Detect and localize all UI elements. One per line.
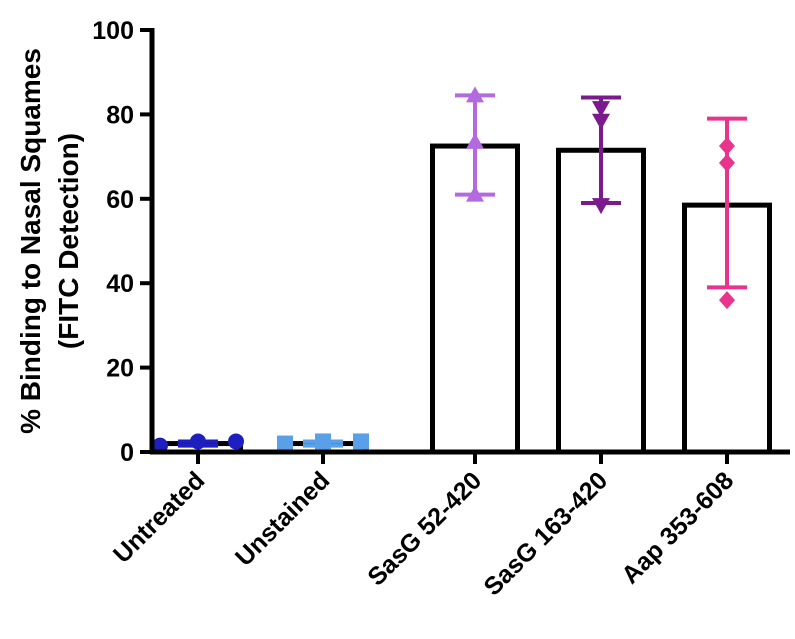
y-axis-ticks: 0 20 40 60 80 100 <box>92 17 152 467</box>
x-category-label-3: SasG 163-420 <box>478 466 613 601</box>
x-category-label-1: Unstained <box>230 466 335 571</box>
y-tick-label-20: 20 <box>106 355 134 383</box>
x-category-label-2: SasG 52-420 <box>362 466 487 591</box>
point-0-1 <box>190 433 206 450</box>
y-tick-label-80: 80 <box>106 101 134 129</box>
point-1-0 <box>277 435 293 452</box>
axes <box>149 28 790 455</box>
y-tick-label-100: 100 <box>92 17 134 45</box>
y-tick-label-60: 60 <box>106 186 134 214</box>
y-tick-label-0: 0 <box>120 439 134 467</box>
point-2-2 <box>466 86 484 103</box>
y-tick-label-40: 40 <box>106 270 134 298</box>
point-1-1 <box>315 433 331 450</box>
point-3-2 <box>592 101 610 118</box>
point-2-1 <box>466 132 484 149</box>
bars <box>153 143 772 455</box>
point-4-1 <box>719 153 735 172</box>
point-4-2 <box>719 137 735 156</box>
y-axis-title-line1: % Binding to Nasal Squames <box>15 48 46 434</box>
y-axis-title: % Binding to Nasal Squames (FITC Detecti… <box>15 48 84 434</box>
x-category-label-4: Aap 353-608 <box>616 466 739 589</box>
point-0-2 <box>228 433 244 450</box>
point-4-0 <box>719 291 735 310</box>
point-3-1 <box>592 113 610 130</box>
point-3-0 <box>592 198 610 215</box>
point-1-2 <box>353 433 369 450</box>
y-axis-title-line2: (FITC Detection) <box>53 133 84 349</box>
point-2-0 <box>466 185 484 202</box>
x-category-label-0: Untreated <box>108 466 210 568</box>
